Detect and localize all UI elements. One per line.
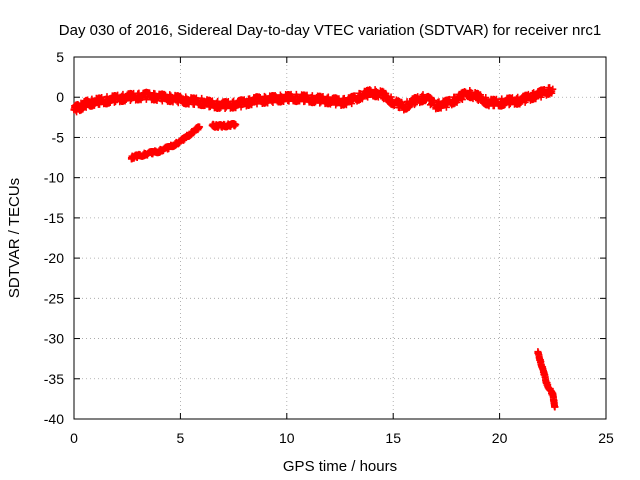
x-tick-label: 10 bbox=[279, 430, 295, 446]
y-tick-label: 0 bbox=[56, 89, 64, 105]
data-point bbox=[548, 89, 556, 97]
x-tick-label: 20 bbox=[492, 430, 508, 446]
y-tick-label: -30 bbox=[44, 331, 64, 347]
data-point bbox=[549, 85, 557, 93]
chart-title: Day 030 of 2016, Sidereal Day-to-day VTE… bbox=[59, 22, 601, 39]
x-tick-label: 0 bbox=[70, 430, 78, 446]
grid bbox=[74, 57, 606, 419]
plot-frame bbox=[73, 56, 607, 420]
data-point bbox=[364, 93, 372, 101]
x-tick-label: 5 bbox=[177, 430, 185, 446]
data-point bbox=[195, 124, 203, 132]
y-axis-label: SDTVAR / TECUs bbox=[6, 178, 23, 298]
data-point bbox=[410, 101, 418, 109]
y-tick-label: -10 bbox=[44, 170, 64, 186]
y-tick-label: -35 bbox=[44, 371, 64, 387]
data-point bbox=[524, 90, 532, 98]
y-tick-label: -15 bbox=[44, 210, 64, 226]
data-point bbox=[419, 91, 427, 99]
data-point bbox=[458, 96, 466, 104]
data-point bbox=[196, 123, 204, 131]
y-tick-label: -20 bbox=[44, 250, 64, 266]
x-axis-label: GPS time / hours bbox=[283, 458, 397, 475]
data-point bbox=[406, 102, 414, 110]
data-point bbox=[240, 96, 248, 104]
data-point bbox=[324, 93, 332, 101]
data-point bbox=[348, 100, 356, 108]
data-point bbox=[90, 101, 98, 109]
data-point bbox=[231, 122, 239, 130]
data-points bbox=[70, 84, 559, 411]
y-tick-label: -25 bbox=[44, 290, 64, 306]
y-tick-label: -5 bbox=[52, 129, 65, 145]
data-point bbox=[358, 95, 366, 103]
y-tick-label: -40 bbox=[44, 411, 64, 427]
data-point bbox=[430, 96, 438, 104]
data-point bbox=[232, 121, 240, 129]
data-point bbox=[453, 98, 461, 106]
x-tick-label: 25 bbox=[598, 430, 614, 446]
x-tick-label: 15 bbox=[385, 430, 401, 446]
axis-ticks: 0 5 10 15 20 25 5 0 -5 -10 -15 -20 -25 -30 -35 -40 bbox=[44, 49, 614, 446]
data-point bbox=[551, 403, 559, 411]
y-tick-label: 5 bbox=[56, 49, 64, 65]
